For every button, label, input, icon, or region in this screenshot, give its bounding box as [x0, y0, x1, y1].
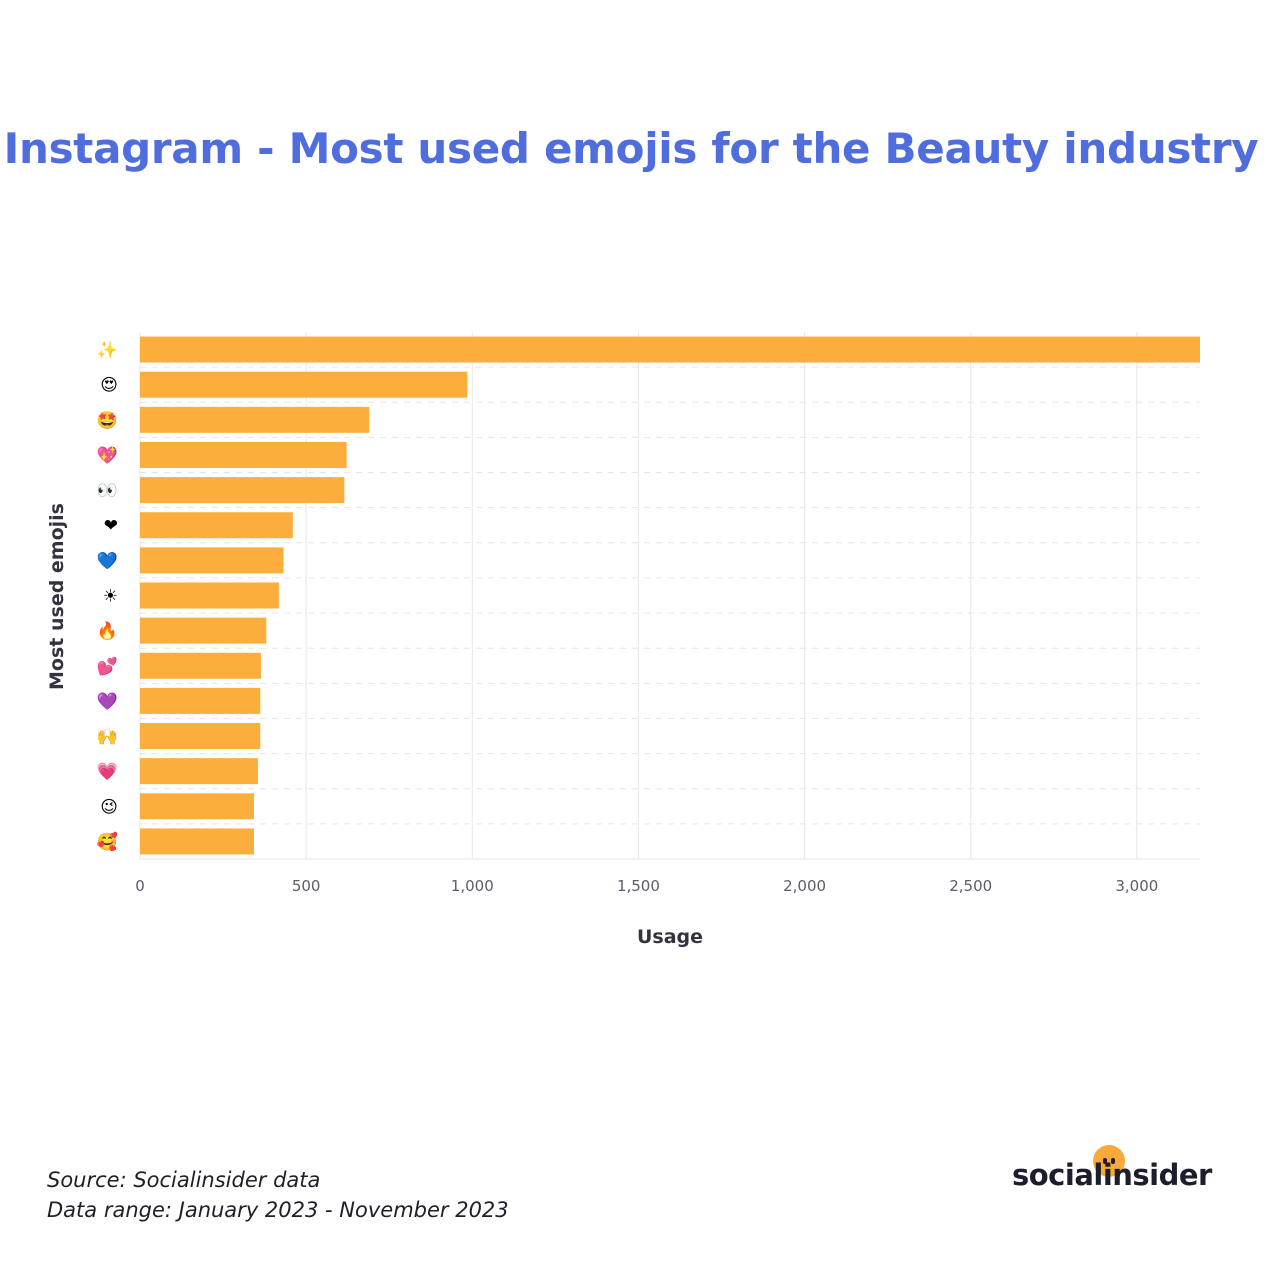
bar[interactable]	[140, 547, 284, 574]
x-tick-label: 2,000	[783, 877, 826, 895]
category-label: 😉	[100, 797, 118, 817]
category-label: 💜	[97, 692, 119, 712]
category-label: 💕	[97, 656, 118, 677]
socialinsider-logo: socialinsider	[1012, 1145, 1222, 1198]
bar[interactable]	[140, 758, 258, 785]
category-label: 😍	[100, 376, 118, 396]
category-label: 🥰	[97, 831, 118, 852]
category-label: ☀	[103, 587, 118, 607]
category-label: 💖	[97, 445, 119, 466]
x-tick-label: 3,000	[1115, 877, 1158, 895]
bar[interactable]	[140, 441, 347, 468]
bar[interactable]	[140, 723, 261, 750]
source-text: Source: Socialinsider data	[47, 1168, 321, 1192]
category-label: 🤩	[97, 411, 118, 431]
bar[interactable]	[140, 828, 254, 855]
bar[interactable]	[140, 512, 293, 539]
bar[interactable]	[140, 406, 370, 433]
category-label: 🔥	[97, 621, 118, 642]
x-tick-label: 500	[292, 877, 321, 895]
category-label: ❤	[104, 516, 118, 536]
x-tick-label: 1,000	[451, 877, 494, 895]
y-axis-title: Most used emojis	[46, 503, 68, 690]
date-range-text: Data range: January 2023 - November 2023	[47, 1198, 509, 1222]
bar[interactable]	[140, 687, 261, 714]
footer: Source: Socialinsider data Data range: J…	[47, 1165, 509, 1225]
bar[interactable]	[140, 652, 261, 679]
category-label: 💙	[97, 551, 119, 571]
bar[interactable]	[140, 477, 345, 504]
logo-text: socialinsider	[1012, 1158, 1212, 1192]
chart-title: Instagram - Most used emojis for the Bea…	[3, 124, 1259, 173]
x-axis-title: Usage	[637, 926, 703, 948]
x-tick-label: 1,500	[617, 877, 660, 895]
bars	[140, 336, 1200, 855]
logo-dot-icon	[1093, 1145, 1125, 1177]
category-label: 💗	[97, 762, 119, 782]
bar[interactable]	[140, 582, 279, 609]
bar[interactable]	[140, 371, 468, 398]
category-label: ✨	[97, 341, 118, 361]
x-tick-labels: 0 500 1,000 1,500 2,000 2,500 3,000	[135, 877, 1158, 895]
bar[interactable]	[140, 336, 1200, 363]
category-label: 👀	[97, 481, 118, 501]
bar[interactable]	[140, 793, 254, 820]
bar[interactable]	[140, 617, 267, 644]
category-labels: ✨ 😍 🤩 💖 👀 ❤ 💙 ☀ 🔥 💕 💜 🙌 💗 😉 🥰	[97, 341, 119, 853]
x-tick-label: 2,500	[949, 877, 992, 895]
category-label: 🙌	[97, 727, 118, 747]
x-tick-label: 0	[135, 877, 145, 895]
